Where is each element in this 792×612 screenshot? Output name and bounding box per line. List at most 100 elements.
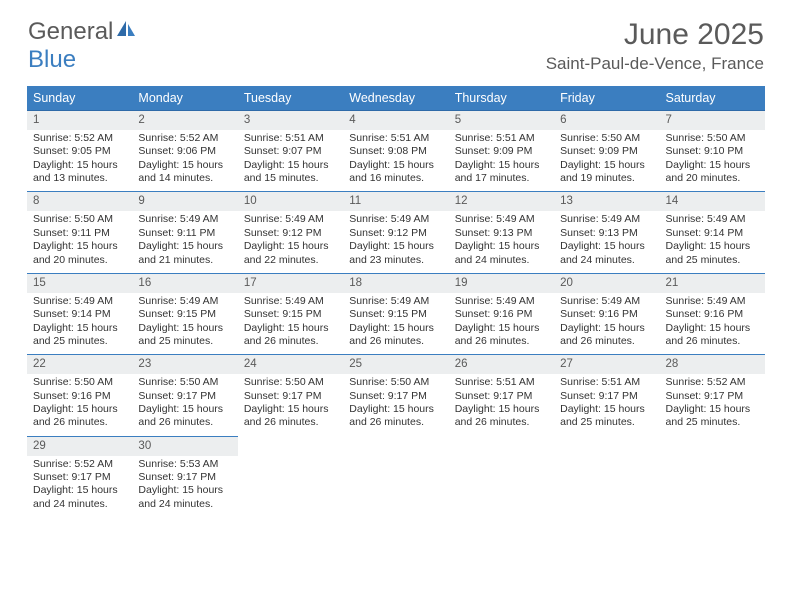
day-info-line: and 17 minutes. [455, 172, 548, 185]
day-info-line: and 20 minutes. [666, 172, 759, 185]
day-number-cell: 14 [660, 192, 765, 211]
day-info-line: Daylight: 15 hours [138, 240, 231, 253]
day-info-line: Sunrise: 5:50 AM [33, 376, 126, 389]
day-info-line: Sunset: 9:12 PM [244, 227, 337, 240]
day-info-line: and 26 minutes. [349, 416, 442, 429]
day-content-cell [554, 456, 659, 518]
day-info-line: Sunrise: 5:50 AM [666, 132, 759, 145]
day-number-cell: 28 [660, 355, 765, 374]
calendar-table: Sunday Monday Tuesday Wednesday Thursday… [27, 86, 765, 517]
day-info-line: and 24 minutes. [138, 498, 231, 511]
day-info-line: Sunset: 9:11 PM [33, 227, 126, 240]
week-content-row: Sunrise: 5:52 AMSunset: 9:05 PMDaylight:… [27, 130, 765, 192]
day-info-line: Sunset: 9:16 PM [33, 390, 126, 403]
day-number-cell: 29 [27, 436, 132, 455]
day-info-line: Daylight: 15 hours [560, 322, 653, 335]
day-content-cell: Sunrise: 5:52 AMSunset: 9:17 PMDaylight:… [27, 456, 132, 518]
day-info-line: Daylight: 15 hours [666, 240, 759, 253]
week-daynum-row: 22232425262728 [27, 355, 765, 374]
week-content-row: Sunrise: 5:49 AMSunset: 9:14 PMDaylight:… [27, 293, 765, 355]
day-content-cell: Sunrise: 5:50 AMSunset: 9:17 PMDaylight:… [343, 374, 448, 436]
day-info-line: Sunset: 9:10 PM [666, 145, 759, 158]
day-info-line: Sunset: 9:12 PM [349, 227, 442, 240]
day-info-line: Daylight: 15 hours [244, 403, 337, 416]
day-info-line: Daylight: 15 hours [666, 159, 759, 172]
day-info-line: Sunrise: 5:50 AM [244, 376, 337, 389]
day-info-line: Sunrise: 5:49 AM [33, 295, 126, 308]
day-info-line: Daylight: 15 hours [560, 159, 653, 172]
day-number-cell: 12 [449, 192, 554, 211]
day-info-line: Sunset: 9:06 PM [138, 145, 231, 158]
col-saturday: Saturday [660, 86, 765, 111]
day-info-line: Sunrise: 5:49 AM [666, 295, 759, 308]
day-info-line: and 26 minutes. [244, 335, 337, 348]
day-info-line: Daylight: 15 hours [560, 403, 653, 416]
day-info-line: and 25 minutes. [138, 335, 231, 348]
day-content-cell: Sunrise: 5:50 AMSunset: 9:09 PMDaylight:… [554, 130, 659, 192]
week-content-row: Sunrise: 5:50 AMSunset: 9:11 PMDaylight:… [27, 211, 765, 273]
day-info-line: Daylight: 15 hours [138, 484, 231, 497]
col-monday: Monday [132, 86, 237, 111]
day-number-cell: 7 [660, 111, 765, 130]
day-info-line: Sunset: 9:17 PM [455, 390, 548, 403]
day-content-cell: Sunrise: 5:53 AMSunset: 9:17 PMDaylight:… [132, 456, 237, 518]
day-info-line: Sunrise: 5:50 AM [349, 376, 442, 389]
day-info-line: and 24 minutes. [560, 254, 653, 267]
day-content-cell: Sunrise: 5:52 AMSunset: 9:06 PMDaylight:… [132, 130, 237, 192]
day-info-line: Sunset: 9:17 PM [138, 471, 231, 484]
day-content-cell: Sunrise: 5:52 AMSunset: 9:17 PMDaylight:… [660, 374, 765, 436]
day-content-cell [660, 456, 765, 518]
day-content-cell: Sunrise: 5:50 AMSunset: 9:10 PMDaylight:… [660, 130, 765, 192]
day-info-line: and 13 minutes. [33, 172, 126, 185]
day-info-line: Sunrise: 5:52 AM [33, 132, 126, 145]
week-content-row: Sunrise: 5:50 AMSunset: 9:16 PMDaylight:… [27, 374, 765, 436]
day-content-cell: Sunrise: 5:49 AMSunset: 9:16 PMDaylight:… [660, 293, 765, 355]
day-info-line: and 26 minutes. [33, 416, 126, 429]
day-content-cell: Sunrise: 5:49 AMSunset: 9:12 PMDaylight:… [343, 211, 448, 273]
day-content-cell: Sunrise: 5:49 AMSunset: 9:15 PMDaylight:… [343, 293, 448, 355]
day-info-line: Daylight: 15 hours [349, 403, 442, 416]
day-info-line: Sunset: 9:16 PM [560, 308, 653, 321]
day-content-cell: Sunrise: 5:49 AMSunset: 9:12 PMDaylight:… [238, 211, 343, 273]
day-number-cell: 8 [27, 192, 132, 211]
day-info-line: Sunrise: 5:49 AM [349, 213, 442, 226]
day-number-cell: 27 [554, 355, 659, 374]
day-number-cell [449, 436, 554, 455]
day-number-cell: 17 [238, 273, 343, 292]
day-content-cell: Sunrise: 5:51 AMSunset: 9:07 PMDaylight:… [238, 130, 343, 192]
day-info-line: Daylight: 15 hours [33, 484, 126, 497]
day-number-cell: 1 [27, 111, 132, 130]
day-info-line: Daylight: 15 hours [33, 159, 126, 172]
day-info-line: Daylight: 15 hours [666, 403, 759, 416]
day-info-line: Daylight: 15 hours [455, 240, 548, 253]
day-info-line: Sunrise: 5:52 AM [666, 376, 759, 389]
day-content-cell: Sunrise: 5:49 AMSunset: 9:13 PMDaylight:… [554, 211, 659, 273]
day-info-line: Sunrise: 5:49 AM [666, 213, 759, 226]
day-number-cell: 21 [660, 273, 765, 292]
logo-part2: Blue [28, 46, 76, 74]
day-number-cell: 9 [132, 192, 237, 211]
day-info-line: and 25 minutes. [666, 254, 759, 267]
day-info-line: Sunrise: 5:49 AM [455, 213, 548, 226]
col-wednesday: Wednesday [343, 86, 448, 111]
week-daynum-row: 1234567 [27, 111, 765, 130]
day-info-line: and 26 minutes. [455, 416, 548, 429]
day-info-line: Daylight: 15 hours [138, 159, 231, 172]
day-info-line: Sunrise: 5:49 AM [244, 213, 337, 226]
header: General June 2025 Saint-Paul-de-Vence, F… [0, 0, 792, 80]
day-info-line: Sunset: 9:17 PM [349, 390, 442, 403]
day-info-line: Sunset: 9:14 PM [666, 227, 759, 240]
day-content-cell: Sunrise: 5:49 AMSunset: 9:14 PMDaylight:… [27, 293, 132, 355]
day-info-line: and 26 minutes. [244, 416, 337, 429]
day-info-line: and 24 minutes. [33, 498, 126, 511]
day-info-line: and 25 minutes. [560, 416, 653, 429]
day-content-cell: Sunrise: 5:49 AMSunset: 9:15 PMDaylight:… [238, 293, 343, 355]
day-info-line: Sunset: 9:17 PM [244, 390, 337, 403]
day-content-cell: Sunrise: 5:51 AMSunset: 9:09 PMDaylight:… [449, 130, 554, 192]
day-number-cell: 19 [449, 273, 554, 292]
day-content-cell: Sunrise: 5:50 AMSunset: 9:11 PMDaylight:… [27, 211, 132, 273]
day-info-line: Sunset: 9:17 PM [560, 390, 653, 403]
day-info-line: Daylight: 15 hours [455, 322, 548, 335]
day-number-cell: 5 [449, 111, 554, 130]
day-info-line: Daylight: 15 hours [455, 403, 548, 416]
